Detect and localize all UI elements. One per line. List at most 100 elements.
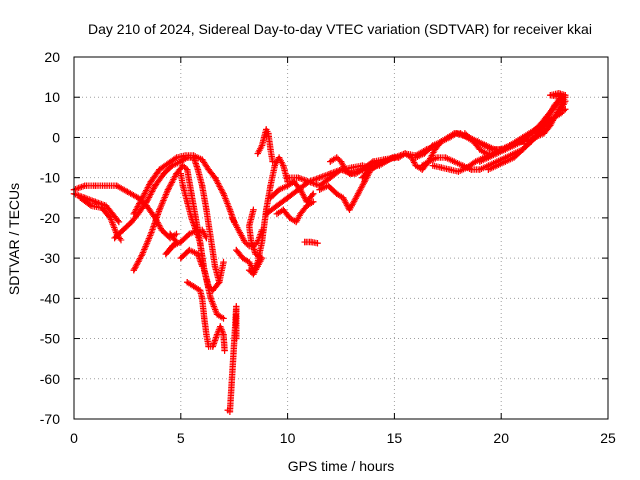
data-point bbox=[245, 266, 253, 274]
data-point bbox=[245, 222, 253, 230]
data-point bbox=[198, 156, 206, 163]
data-point bbox=[359, 166, 366, 173]
y-tick-label: -30 bbox=[40, 250, 60, 266]
data-point bbox=[173, 230, 180, 238]
data-point bbox=[81, 182, 88, 189]
data-point bbox=[196, 238, 204, 246]
data-point bbox=[333, 154, 340, 161]
data-point bbox=[186, 246, 193, 254]
data-point bbox=[190, 152, 197, 159]
data-point bbox=[310, 190, 317, 197]
data-point bbox=[98, 204, 105, 212]
data-point bbox=[359, 174, 366, 181]
data-point bbox=[476, 146, 484, 153]
y-tick-label: -20 bbox=[40, 210, 60, 226]
data-point bbox=[446, 134, 454, 141]
y-tick-label: -70 bbox=[40, 411, 60, 427]
data-point bbox=[337, 158, 345, 165]
data-point bbox=[130, 266, 138, 274]
x-tick-label: 0 bbox=[70, 430, 78, 446]
data-point bbox=[250, 271, 257, 278]
data-point bbox=[254, 262, 261, 270]
data-point bbox=[233, 315, 240, 322]
data-point bbox=[547, 92, 554, 99]
data-point bbox=[476, 166, 484, 173]
data-point bbox=[184, 166, 191, 173]
data-point bbox=[111, 234, 118, 242]
data-point bbox=[147, 178, 155, 185]
data-point bbox=[245, 258, 253, 266]
data-point bbox=[493, 150, 501, 157]
data-point bbox=[201, 266, 208, 274]
x-tick-label: 15 bbox=[387, 430, 403, 446]
data-point bbox=[297, 186, 304, 193]
data-point bbox=[446, 166, 454, 173]
data-point bbox=[365, 166, 372, 173]
data-point bbox=[226, 206, 234, 214]
data-point bbox=[139, 250, 146, 258]
data-point bbox=[527, 138, 535, 145]
data-point bbox=[361, 178, 368, 185]
data-point bbox=[557, 94, 565, 101]
data-point bbox=[510, 142, 518, 149]
data-point bbox=[102, 202, 110, 210]
data-point bbox=[438, 138, 445, 145]
data-point bbox=[267, 146, 274, 153]
data-point bbox=[209, 343, 217, 350]
x-tick-label: 10 bbox=[280, 430, 296, 446]
data-point bbox=[316, 174, 323, 181]
data-point bbox=[117, 236, 125, 244]
data-point bbox=[295, 174, 302, 181]
data-point bbox=[233, 303, 240, 310]
series-track-8 bbox=[162, 226, 210, 258]
data-point bbox=[263, 210, 270, 218]
y-tick-label: 20 bbox=[44, 49, 60, 65]
data-point bbox=[143, 198, 150, 205]
series-track-17 bbox=[267, 178, 317, 205]
data-point bbox=[156, 206, 163, 214]
data-point bbox=[401, 150, 409, 157]
data-point bbox=[395, 154, 402, 161]
data-point bbox=[369, 158, 377, 165]
data-point bbox=[220, 190, 227, 197]
data-point bbox=[451, 158, 458, 165]
data-point bbox=[258, 254, 266, 262]
data-point bbox=[502, 158, 509, 165]
data-point bbox=[297, 210, 304, 218]
x-axis-label: GPS time / hours bbox=[288, 458, 395, 474]
data-point bbox=[271, 162, 278, 169]
data-point bbox=[250, 206, 257, 214]
data-point bbox=[203, 234, 210, 242]
data-point bbox=[519, 146, 526, 153]
x-tick-label: 20 bbox=[493, 430, 509, 446]
y-tick-label: -50 bbox=[40, 331, 60, 347]
data-point bbox=[179, 162, 187, 169]
data-point bbox=[346, 206, 353, 214]
data-point bbox=[557, 110, 565, 117]
data-point bbox=[186, 230, 193, 238]
data-point bbox=[221, 347, 228, 354]
data-point bbox=[77, 194, 84, 201]
x-tick-label: 5 bbox=[177, 430, 185, 446]
data-point bbox=[177, 254, 184, 262]
data-point bbox=[342, 166, 349, 173]
data-point bbox=[275, 154, 283, 161]
data-point bbox=[348, 202, 355, 210]
chart-title: Day 210 of 2024, Sidereal Day-to-day VTE… bbox=[88, 21, 592, 37]
data-point bbox=[177, 170, 184, 177]
data-point bbox=[472, 138, 479, 145]
data-point bbox=[551, 102, 558, 109]
data-point bbox=[147, 230, 155, 238]
data-point bbox=[280, 162, 287, 169]
data-point bbox=[502, 146, 509, 153]
data-point bbox=[260, 134, 268, 141]
data-point bbox=[418, 162, 426, 169]
data-point bbox=[263, 126, 270, 133]
series-track-10 bbox=[184, 279, 228, 354]
data-point bbox=[177, 238, 184, 246]
data-point bbox=[198, 182, 206, 189]
data-point bbox=[166, 230, 174, 238]
data-point bbox=[485, 154, 492, 161]
data-point bbox=[461, 130, 469, 137]
data-point bbox=[220, 331, 227, 338]
